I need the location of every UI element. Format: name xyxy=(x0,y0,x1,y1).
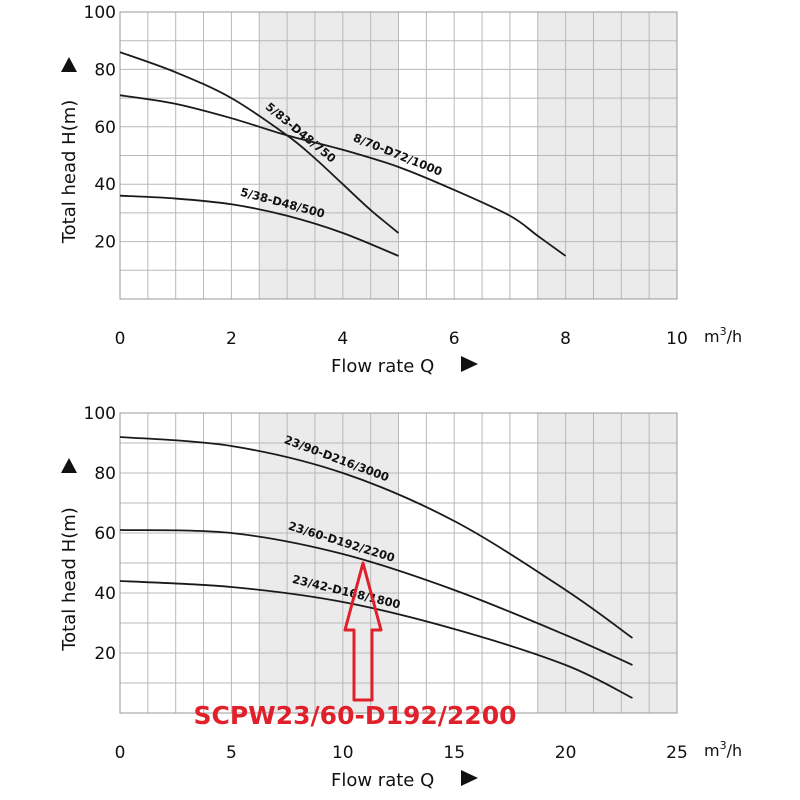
top-x-unit: m3/h xyxy=(704,325,742,346)
curve-8-70-d72-1000 xyxy=(119,94,567,257)
bottom-y-tick-label: 60 xyxy=(94,524,116,544)
top-y-tick-label: 40 xyxy=(94,175,116,195)
top-x-tick-label: 10 xyxy=(666,329,688,349)
top-x-axis-arrow-icon xyxy=(461,356,478,372)
callout-arrow-icon xyxy=(343,561,383,702)
top-plot-frame xyxy=(119,11,678,300)
top-x-tick-label: 4 xyxy=(337,329,348,349)
bottom-y-axis-arrow-icon xyxy=(61,458,77,473)
top-x-tick-label: 2 xyxy=(226,329,237,349)
bottom-y-tick-label: 80 xyxy=(94,464,116,484)
bottom-x-unit: m3/h xyxy=(704,739,742,760)
top-x-axis-title: Flow rate Q xyxy=(331,356,434,377)
curve-5-38-d48-500 xyxy=(119,194,399,257)
top-x-tick-label: 8 xyxy=(560,329,571,349)
top-y-axis-arrow-icon xyxy=(61,57,77,72)
curve-5-83-d48-750 xyxy=(119,51,400,234)
curve-23-42-d168-1800 xyxy=(119,580,633,699)
top-chart: 20 40 60 80 100 0 2 4 6 8 10 m3/h Flow rate Q Total h… xyxy=(59,3,742,377)
bottom-plot-frame xyxy=(119,412,678,714)
bottom-y-tick-label: 100 xyxy=(84,404,116,424)
bottom-x-tick-label: 5 xyxy=(226,743,237,763)
top-y-tick-label: 100 xyxy=(84,3,116,23)
bottom-y-tick-label: 20 xyxy=(94,644,116,664)
curve-23-60-d192-2200 xyxy=(119,529,633,666)
bottom-x-axis-arrow-icon xyxy=(461,770,478,786)
curve-23-90-d216-3000 xyxy=(119,436,633,639)
top-x-tick-label: 6 xyxy=(449,329,460,349)
top-y-tick-label: 80 xyxy=(94,60,116,80)
top-y-axis-title: Total head H(m) xyxy=(59,100,80,245)
top-x-tick-label: 0 xyxy=(115,329,126,349)
bottom-x-tick-label: 25 xyxy=(666,743,688,763)
bottom-x-tick-label: 20 xyxy=(555,743,577,763)
bottom-x-tick-label: 0 xyxy=(115,743,126,763)
bottom-chart: 20 40 60 80 100 0 5 10 15 20 25 m3/h Flow rate Q Tota… xyxy=(59,404,742,791)
bottom-y-axis-title: Total head H(m) xyxy=(59,507,80,652)
callout-model-label: SCPW23/60-D192/2200 xyxy=(194,701,517,730)
bottom-x-axis-title: Flow rate Q xyxy=(331,770,434,791)
top-y-tick-label: 60 xyxy=(94,118,116,138)
bottom-x-tick-label: 10 xyxy=(332,743,354,763)
top-y-tick-label: 20 xyxy=(94,233,116,253)
bottom-y-tick-label: 40 xyxy=(94,584,116,604)
bottom-x-tick-label: 15 xyxy=(443,743,465,763)
